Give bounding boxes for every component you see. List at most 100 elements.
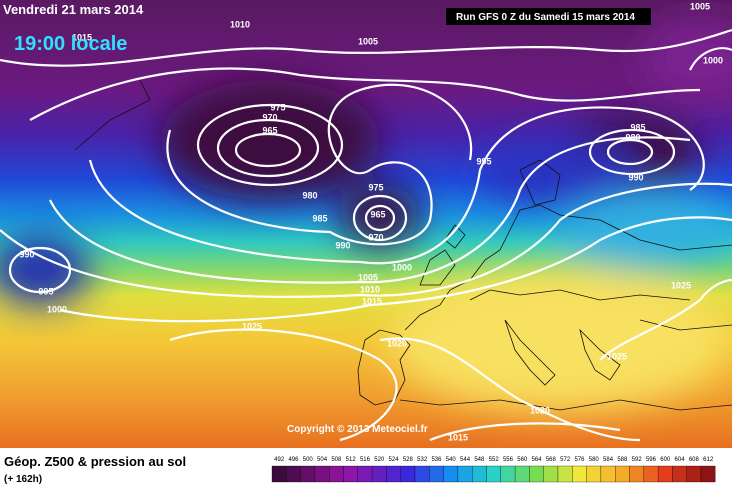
scale-label: 564	[532, 457, 543, 463]
scale-label: 544	[460, 457, 471, 463]
isobar-label: 1005	[358, 36, 378, 46]
scale-label: 568	[546, 457, 557, 463]
scale-label: 492	[274, 457, 285, 463]
scale-swatch	[586, 465, 602, 483]
scale-swatch	[286, 465, 301, 483]
scale-label: 520	[374, 457, 385, 463]
scale-label: 584	[603, 457, 614, 463]
scale-swatch	[357, 465, 373, 483]
isobar-label: 1000	[703, 55, 723, 65]
scale-label: 604	[675, 457, 686, 463]
isobar-label: 995	[476, 156, 491, 166]
legend-title: Géop. Z500 & pression au sol	[4, 454, 186, 469]
scale-label: 512	[346, 457, 357, 463]
scale-label: 524	[389, 457, 400, 463]
scale-label: 592	[632, 457, 643, 463]
isobar-label: 970	[368, 232, 383, 242]
isobar-label: 1015	[362, 296, 382, 306]
isobar-label: 975	[368, 182, 383, 192]
scale-swatch	[329, 465, 344, 483]
isobar-label: 1020	[530, 405, 550, 415]
isobar-label: 1025	[607, 351, 627, 361]
scale-swatch	[629, 465, 644, 483]
isobar-label: 1025	[671, 280, 691, 290]
isobar-label: 970	[262, 112, 277, 122]
run-info: Run GFS 0 Z du Samedi 15 mars 2014	[456, 12, 635, 23]
coastlines	[74, 79, 732, 411]
isobar-label: 990	[628, 172, 643, 182]
scale-label: 496	[288, 457, 299, 463]
isobar-label: 1010	[360, 284, 380, 294]
scale-label: 500	[303, 457, 314, 463]
scale-swatch	[371, 465, 387, 483]
scale-swatch	[314, 465, 330, 483]
scale-swatch	[343, 465, 358, 483]
isobar-label: 990	[335, 240, 350, 250]
isobar-label: 1005	[358, 272, 378, 282]
isobar-label: 985	[312, 213, 327, 223]
scale-swatch	[429, 465, 444, 483]
isobar-label: 965	[370, 209, 385, 219]
scale-label: 576	[574, 457, 585, 463]
isobar-label: 1000	[392, 262, 412, 272]
isobar-label: 1015	[72, 32, 92, 42]
isobar-label: 1015	[448, 432, 468, 442]
scale-swatch	[700, 465, 716, 483]
scale-swatch	[271, 465, 287, 483]
scale-label: 516	[360, 457, 371, 463]
scale-label: 552	[489, 457, 500, 463]
scale-swatch	[472, 465, 487, 483]
scale-swatch	[615, 465, 630, 483]
isobars	[0, 28, 732, 442]
scale-swatch	[557, 465, 573, 483]
scale-swatch	[300, 465, 316, 483]
lead-time: (+ 162h)	[4, 474, 42, 485]
scale-swatch	[672, 465, 687, 483]
scale-swatch	[529, 465, 544, 483]
isobar-label: 975	[270, 102, 285, 112]
forecast-time: 19:00 locale	[14, 33, 127, 55]
isobar-label: 1005	[690, 1, 710, 11]
scale-label: 560	[517, 457, 528, 463]
scale-label: 600	[660, 457, 671, 463]
color-scale: 492 496 500 504 508 512 516 520 524 528 532 536 540 5…	[271, 457, 716, 483]
scale-label: 532	[417, 457, 428, 463]
scale-label: 588	[617, 457, 628, 463]
scale-swatch	[600, 465, 616, 483]
isobar-label: 1025	[242, 321, 262, 331]
isobar-label: 980	[625, 132, 640, 142]
forecast-date: Vendredi 21 mars 2014	[3, 2, 144, 17]
isobar-label: 995	[38, 286, 53, 296]
isobar-label: 980	[302, 190, 317, 200]
scale-swatch	[543, 465, 559, 483]
scale-label: 504	[317, 457, 328, 463]
scale-swatch	[643, 465, 659, 483]
scale-label: 556	[503, 457, 514, 463]
scale-label: 540	[446, 457, 457, 463]
isobar-label: 990	[19, 249, 34, 259]
scale-swatch	[386, 465, 401, 483]
isobar-label: 1010	[230, 19, 250, 29]
scale-label: 528	[403, 457, 414, 463]
scale-swatch	[572, 465, 587, 483]
isobar-label: 1020	[387, 338, 407, 348]
scale-swatch	[486, 465, 501, 483]
scale-label: 596	[646, 457, 657, 463]
scale-swatch	[686, 465, 702, 483]
scale-swatch	[457, 465, 473, 483]
isobar-labels: 1010100510051000101597597096599598598099…	[19, 1, 723, 442]
scale-label: 548	[474, 457, 485, 463]
isobar-label: 965	[262, 125, 277, 135]
scale-label: 508	[331, 457, 342, 463]
scale-swatch	[443, 465, 459, 483]
scale-label: 536	[431, 457, 442, 463]
scale-swatch	[500, 465, 516, 483]
scale-label: 608	[689, 457, 700, 463]
isobar-label: 1000	[47, 304, 67, 314]
isobar-label: 985	[630, 122, 645, 132]
scale-swatch	[414, 465, 430, 483]
scale-label: 572	[560, 457, 571, 463]
scale-swatch	[400, 465, 416, 483]
run-box	[446, 8, 651, 25]
